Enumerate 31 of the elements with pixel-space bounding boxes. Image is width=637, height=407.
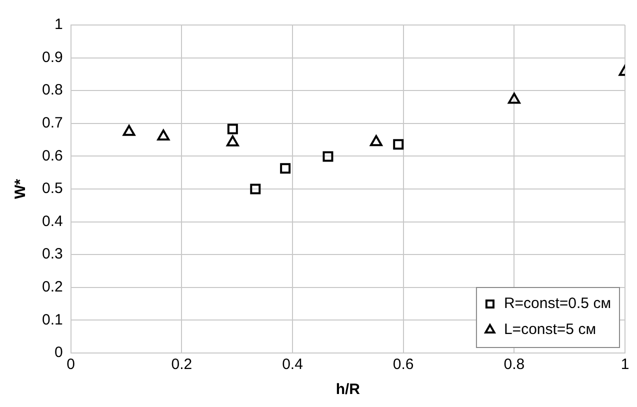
x-tick-label: 0 [66,356,76,374]
y-tick-label: 0.6 [42,147,63,164]
x-tick-label: 0.6 [392,356,414,374]
point [122,124,136,136]
point [370,135,382,146]
y-tick-label: 0.4 [42,212,63,230]
x-tick-label: 0.2 [171,356,192,374]
point [393,139,404,150]
y-tick-label: 1 [54,16,63,34]
x-axis-title: h/R [336,381,360,398]
legend-label: L=const=5 см [504,321,596,338]
point [157,130,170,141]
x-tick-label: 0.4 [282,356,303,374]
y-tick-label: 0.8 [42,82,63,99]
y-tick-label: 0.3 [42,246,63,263]
point [508,92,520,104]
y-tick-label: 0.9 [42,48,63,66]
point [322,151,334,162]
x-tick-label: 0.8 [504,356,525,374]
point [250,184,261,194]
y-tick-label: 0.7 [42,114,63,132]
y-tick-label: 0 [54,344,63,362]
y-tick-label: 0.2 [42,278,63,296]
y-tick-label: 0.1 [42,311,63,328]
y-axis-title: W* [12,178,30,199]
point [227,124,238,134]
x-tick-label: 1 [620,356,630,374]
legend-label: R=const=0.5 см [504,295,612,312]
point [226,135,239,146]
point [280,163,291,174]
y-tick-label: 0.5 [42,180,63,198]
